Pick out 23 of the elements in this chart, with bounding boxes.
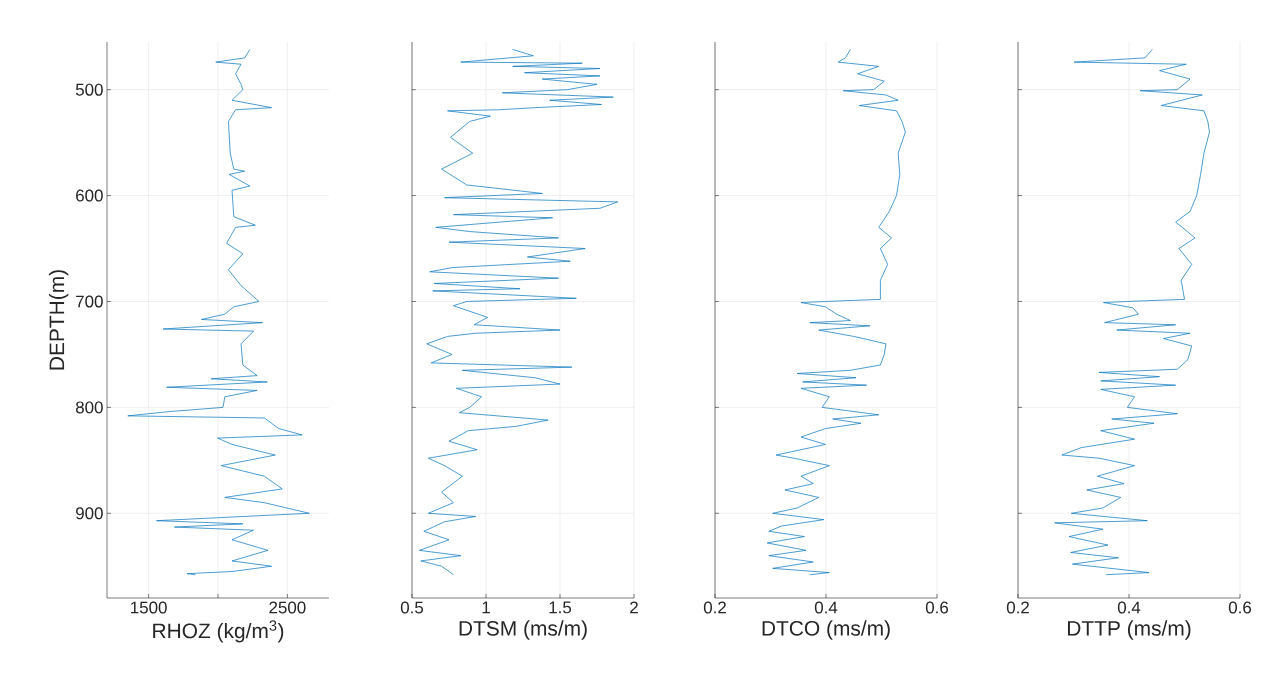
y-axis-title: DEPTH(m) [48,270,69,370]
x-tick-label: 0.2 [1006,601,1029,614]
x-tick-label: 1.5 [549,601,572,614]
x-tick-label: 0.5 [400,601,424,614]
x-axis-title: DTSM (ms/m) [459,620,587,640]
x-axis-title: DTTP (ms/m) [1067,620,1191,640]
x-tick-label: 2500 [269,601,306,614]
y-tick-label: 800 [75,401,103,414]
x-tick-label: 0.2 [703,601,726,614]
y-tick-label: 600 [76,189,103,202]
x-tick-label: 1500 [131,601,167,614]
y-tick-label: 900 [76,507,103,520]
x-tick-label: 0.6 [925,601,949,614]
x-tick-label: 1 [482,601,490,614]
x-tick-label: 2 [630,601,638,614]
x-axis-title: RHOZ (kg/m$^{3}$) [153,620,284,643]
x-tick-label: 0.4 [1117,601,1141,614]
x-tick-label: 0.6 [1228,601,1252,614]
x-tick-label: 0.4 [814,601,838,614]
line-series [127,49,310,576]
y-tick-label: 500 [75,83,103,96]
x-axis-title: DTCO (ms/m) [762,620,890,640]
y-tick-label: 700 [76,295,103,308]
